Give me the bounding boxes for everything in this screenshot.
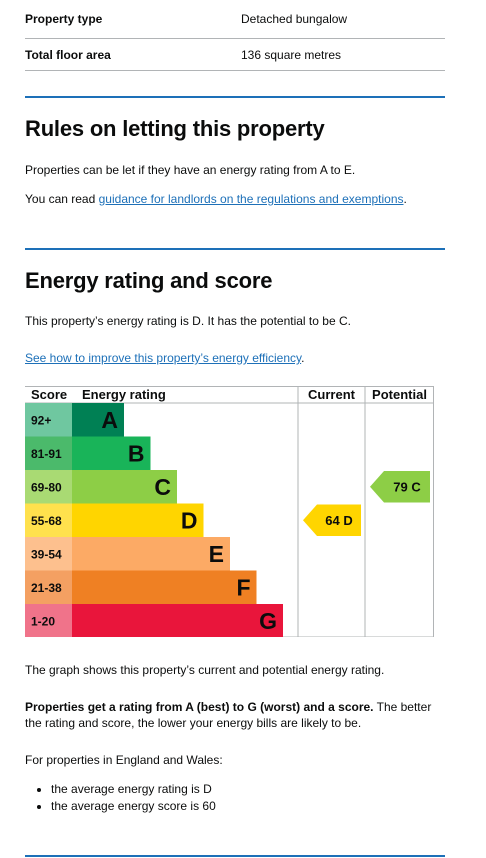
summary-value: Detached bungalow xyxy=(241,0,445,39)
summary-row: Total floor area 136 square metres xyxy=(25,38,445,71)
current-rating-label: 64 D xyxy=(325,513,352,528)
summary-row: Property type Detached bungalow xyxy=(25,0,445,39)
score-band-f xyxy=(25,570,72,604)
score-band-g xyxy=(25,604,72,637)
score-band-d xyxy=(25,503,72,537)
energy-heading: Energy rating and score xyxy=(25,268,273,293)
rating-letter: F xyxy=(236,574,250,600)
rating-bar-c xyxy=(72,470,177,504)
potential-rating-arrow xyxy=(370,471,430,503)
score-band-a xyxy=(25,403,72,437)
rating-bar-e xyxy=(72,537,230,571)
improve-para: See how to improve this property’s energ… xyxy=(25,351,305,365)
average-item: the average energy rating is D xyxy=(51,781,216,798)
graph-caption: The graph shows this property’s current … xyxy=(25,663,385,677)
rating-letter: D xyxy=(181,507,198,533)
score-band-b xyxy=(25,436,72,470)
rating-bar-g xyxy=(72,604,283,637)
summary-table: Property type Detached bungalow Total floo… xyxy=(25,0,445,71)
rating-bar-b xyxy=(72,436,151,470)
energy-rating-chart: Score Energy rating Current Potential 92+ A 81… xyxy=(25,386,434,637)
rating-bar-a xyxy=(72,403,124,437)
landlord-guidance-link[interactable]: guidance for landlords on the regulation… xyxy=(98,192,404,206)
averages-intro: For properties in England and Wales: xyxy=(25,753,223,767)
potential-rating-label: 79 C xyxy=(393,479,421,494)
score-range-label: 92+ xyxy=(31,413,51,427)
score-range-label: 21-38 xyxy=(31,581,62,595)
energy-intro: This property’s energy rating is D. It h… xyxy=(25,314,351,328)
score-range-label: 55-68 xyxy=(31,514,62,528)
rating-letter: A xyxy=(101,407,118,433)
rating-bar-f xyxy=(72,570,257,604)
letting-para: Properties can be let if they have an en… xyxy=(25,163,356,177)
score-range-label: 69-80 xyxy=(31,480,62,494)
rating-letter: E xyxy=(209,541,224,567)
rating-bar-d xyxy=(72,503,204,537)
letting-guidance-para: You can read guidance for landlords on t… xyxy=(25,192,407,206)
rating-letter: G xyxy=(259,608,277,634)
current-rating-arrow xyxy=(303,504,361,536)
summary-value: 136 square metres xyxy=(241,38,445,71)
header-potential: Potential xyxy=(372,387,427,402)
score-band-e xyxy=(25,537,72,571)
energy-rating-graph: Score Energy rating Current Potential 92+ A 81… xyxy=(25,386,434,637)
score-band-c xyxy=(25,470,72,504)
section-divider xyxy=(25,855,445,857)
section-divider xyxy=(25,96,445,98)
score-range-label: 1-20 xyxy=(31,614,55,628)
summary-label: Total floor area xyxy=(25,38,241,71)
letting-heading: Rules on letting this property xyxy=(25,116,325,141)
section-divider xyxy=(25,248,445,250)
improve-efficiency-link[interactable]: See how to improve this property’s energ… xyxy=(25,351,302,365)
averages-list: the average energy rating is Dthe averag… xyxy=(25,781,216,815)
header-score: Score xyxy=(31,387,67,402)
rating-explanation: Properties get a rating from A (best) to… xyxy=(25,700,432,730)
score-range-label: 39-54 xyxy=(31,547,62,561)
summary-label: Property type xyxy=(25,0,241,39)
property-summary: Property type Detached bungalow Total floo… xyxy=(25,0,445,71)
rating-letter: C xyxy=(154,474,171,500)
rating-letter: B xyxy=(128,440,145,466)
header-energy-rating: Energy rating xyxy=(82,387,166,402)
score-range-label: 81-91 xyxy=(31,447,62,461)
average-item: the average energy score is 60 xyxy=(51,798,216,815)
header-current: Current xyxy=(308,387,356,402)
